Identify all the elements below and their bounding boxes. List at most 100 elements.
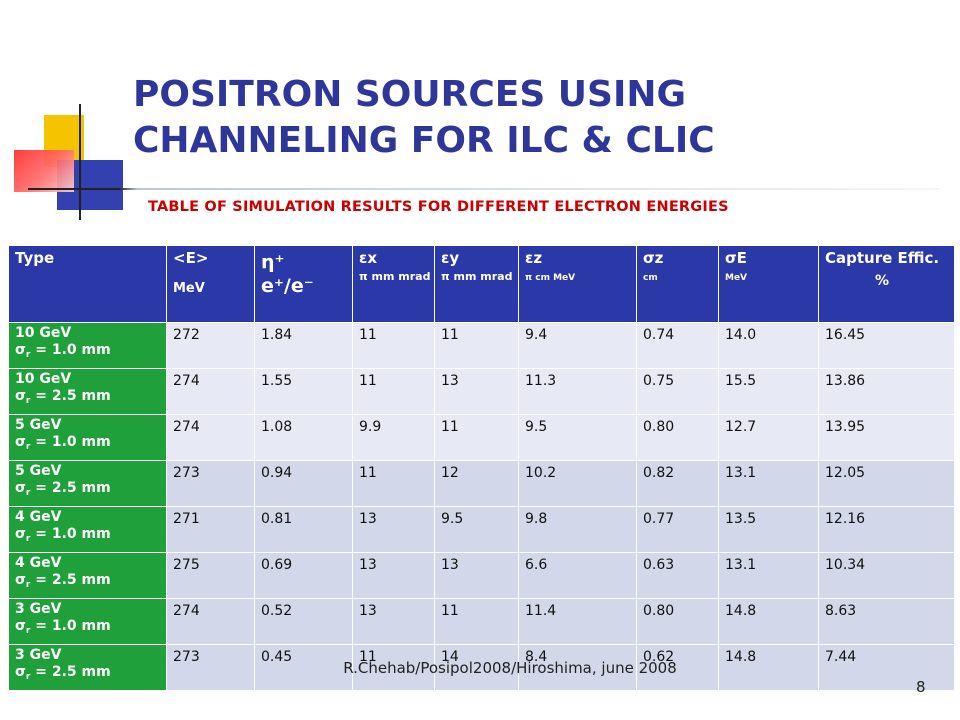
cell-energy: 271 <box>166 506 255 553</box>
cell-sigma-z: 0.80 <box>636 598 719 645</box>
header-emittance-y: εy π mm mrad <box>434 245 519 323</box>
type-energy: 4 GeV <box>15 509 62 525</box>
cell-capture-efficiency: 7.44 <box>818 644 955 691</box>
table-body: 10 GeV σr = 1.0 mm 272 1.84 11 11 9.4 0.7… <box>8 322 955 691</box>
type-cell: 10 GeV σr = 2.5 mm <box>8 368 167 415</box>
cell-emittance-y: 11 <box>434 322 519 369</box>
header-eta-label: η⁺ <box>261 251 285 273</box>
header-energy-label: <E> <box>173 249 209 267</box>
table-row: 5 GeV σr = 2.5 mm 273 0.94 11 12 10.2 0.8… <box>8 460 955 507</box>
table-header-row: Type <E> MeV η⁺ e⁺/e⁻ εx π mm mrad εy π … <box>8 245 955 323</box>
sigma-symbol: σr <box>15 342 31 360</box>
cell-sigma-e: 13.5 <box>718 506 819 553</box>
cell-capture-efficiency: 12.16 <box>818 506 955 553</box>
sigma-symbol: σr <box>15 434 31 452</box>
type-cell: 4 GeV σr = 1.0 mm <box>8 506 167 553</box>
cell-energy: 273 <box>166 460 255 507</box>
cell-capture-efficiency: 13.95 <box>818 414 955 461</box>
cell-eta: 0.52 <box>254 598 353 645</box>
header-emittance-y-unit: π mm mrad <box>441 270 513 283</box>
cell-emittance-x: 11 <box>352 460 435 507</box>
sigma-symbol: σr <box>15 388 31 406</box>
cell-emittance-z: 8.4 <box>518 644 637 691</box>
cell-emittance-x: 13 <box>352 598 435 645</box>
cell-emittance-y: 13 <box>434 368 519 415</box>
table-row: 4 GeV σr = 2.5 mm 275 0.69 13 13 6.6 0.63… <box>8 552 955 599</box>
sigma-symbol: σr <box>15 664 31 682</box>
sigma-symbol: σr <box>15 618 31 636</box>
cell-emittance-x: 11 <box>352 368 435 415</box>
type-energy: 5 GeV <box>15 417 62 433</box>
cell-emittance-y: 12 <box>434 460 519 507</box>
cell-emittance-z: 10.2 <box>518 460 637 507</box>
cell-capture-efficiency: 13.86 <box>818 368 955 415</box>
cell-sigma-z: 0.80 <box>636 414 719 461</box>
cell-eta: 0.94 <box>254 460 353 507</box>
header-emittance-z-label: εz <box>525 249 543 267</box>
cell-sigma-z: 0.63 <box>636 552 719 599</box>
type-cell: 10 GeV σr = 1.0 mm <box>8 322 167 369</box>
header-sigma-e-unit: MeV <box>725 273 748 283</box>
type-energy: 10 GeV <box>15 371 72 387</box>
type-cell: 3 GeV σr = 1.0 mm <box>8 598 167 645</box>
cell-emittance-y: 11 <box>434 598 519 645</box>
sigma-symbol: σr <box>15 480 31 498</box>
cell-capture-efficiency: 16.45 <box>818 322 955 369</box>
header-emittance-z: εz π cm MeV <box>518 245 637 323</box>
cell-sigma-e: 15.5 <box>718 368 819 415</box>
cell-capture-efficiency: 10.34 <box>818 552 955 599</box>
header-energy-unit: MeV <box>173 281 205 296</box>
cell-emittance-x: 9.9 <box>352 414 435 461</box>
cell-sigma-e: 12.7 <box>718 414 819 461</box>
slide-footer: R.Chehab/Posipol2008/Hiroshima, june 200… <box>343 659 677 677</box>
cell-emittance-y: 9.5 <box>434 506 519 553</box>
cell-sigma-z: 0.77 <box>636 506 719 553</box>
type-cell: 5 GeV σr = 1.0 mm <box>8 414 167 461</box>
cell-sigma-z: 0.75 <box>636 368 719 415</box>
header-sigma-e-label: σE <box>725 249 747 267</box>
cell-emittance-z: 11.4 <box>518 598 637 645</box>
cell-energy: 274 <box>166 414 255 461</box>
type-sigma: = 1.0 mm <box>35 526 111 542</box>
type-sigma: = 1.0 mm <box>35 618 111 634</box>
sigma-symbol: σr <box>15 572 31 590</box>
cell-energy: 273 <box>166 644 255 691</box>
header-type-label: Type <box>15 249 55 267</box>
header-capture-efficiency-unit: % <box>875 273 890 289</box>
type-cell: 5 GeV σr = 2.5 mm <box>8 460 167 507</box>
type-energy: 5 GeV <box>15 463 62 479</box>
logo-red-block <box>14 150 74 192</box>
cell-emittance-y: 11 <box>434 414 519 461</box>
header-emittance-x: εx π mm mrad <box>352 245 435 323</box>
header-capture-efficiency: Capture Effic. % <box>818 245 955 323</box>
cell-emittance-x: 13 <box>352 552 435 599</box>
cell-capture-efficiency: 12.05 <box>818 460 955 507</box>
header-sigma-e: σE MeV <box>718 245 819 323</box>
header-capture-efficiency-label: Capture Effic. <box>825 249 940 267</box>
cell-emittance-x: 11 <box>352 322 435 369</box>
header-eta: η⁺ e⁺/e⁻ <box>254 245 353 323</box>
type-energy: 3 GeV <box>15 601 62 617</box>
cell-emittance-z: 9.5 <box>518 414 637 461</box>
cell-emittance-z: 9.4 <box>518 322 637 369</box>
cell-emittance-z: 6.6 <box>518 552 637 599</box>
cell-energy: 272 <box>166 322 255 369</box>
cell-eta: 1.08 <box>254 414 353 461</box>
results-table-container: Type <E> MeV η⁺ e⁺/e⁻ εx π mm mrad εy π … <box>8 245 955 691</box>
cell-emittance-z: 11.3 <box>518 368 637 415</box>
type-sigma: = 2.5 mm <box>35 572 111 588</box>
cell-sigma-e: 13.1 <box>718 552 819 599</box>
cell-emittance-z: 9.8 <box>518 506 637 553</box>
header-emittance-x-unit: π mm mrad <box>359 270 431 283</box>
cell-eta: 1.55 <box>254 368 353 415</box>
header-type: Type <box>8 245 167 323</box>
type-energy: 4 GeV <box>15 555 62 571</box>
header-sigma-z-unit: cm <box>643 273 658 283</box>
cell-sigma-z: 0.82 <box>636 460 719 507</box>
cell-sigma-z: 0.62 <box>636 644 719 691</box>
sigma-symbol: σr <box>15 526 31 544</box>
header-sigma-z: σz cm <box>636 245 719 323</box>
cell-capture-efficiency: 8.63 <box>818 598 955 645</box>
cell-sigma-e: 14.8 <box>718 598 819 645</box>
header-sigma-z-label: σz <box>643 249 664 267</box>
